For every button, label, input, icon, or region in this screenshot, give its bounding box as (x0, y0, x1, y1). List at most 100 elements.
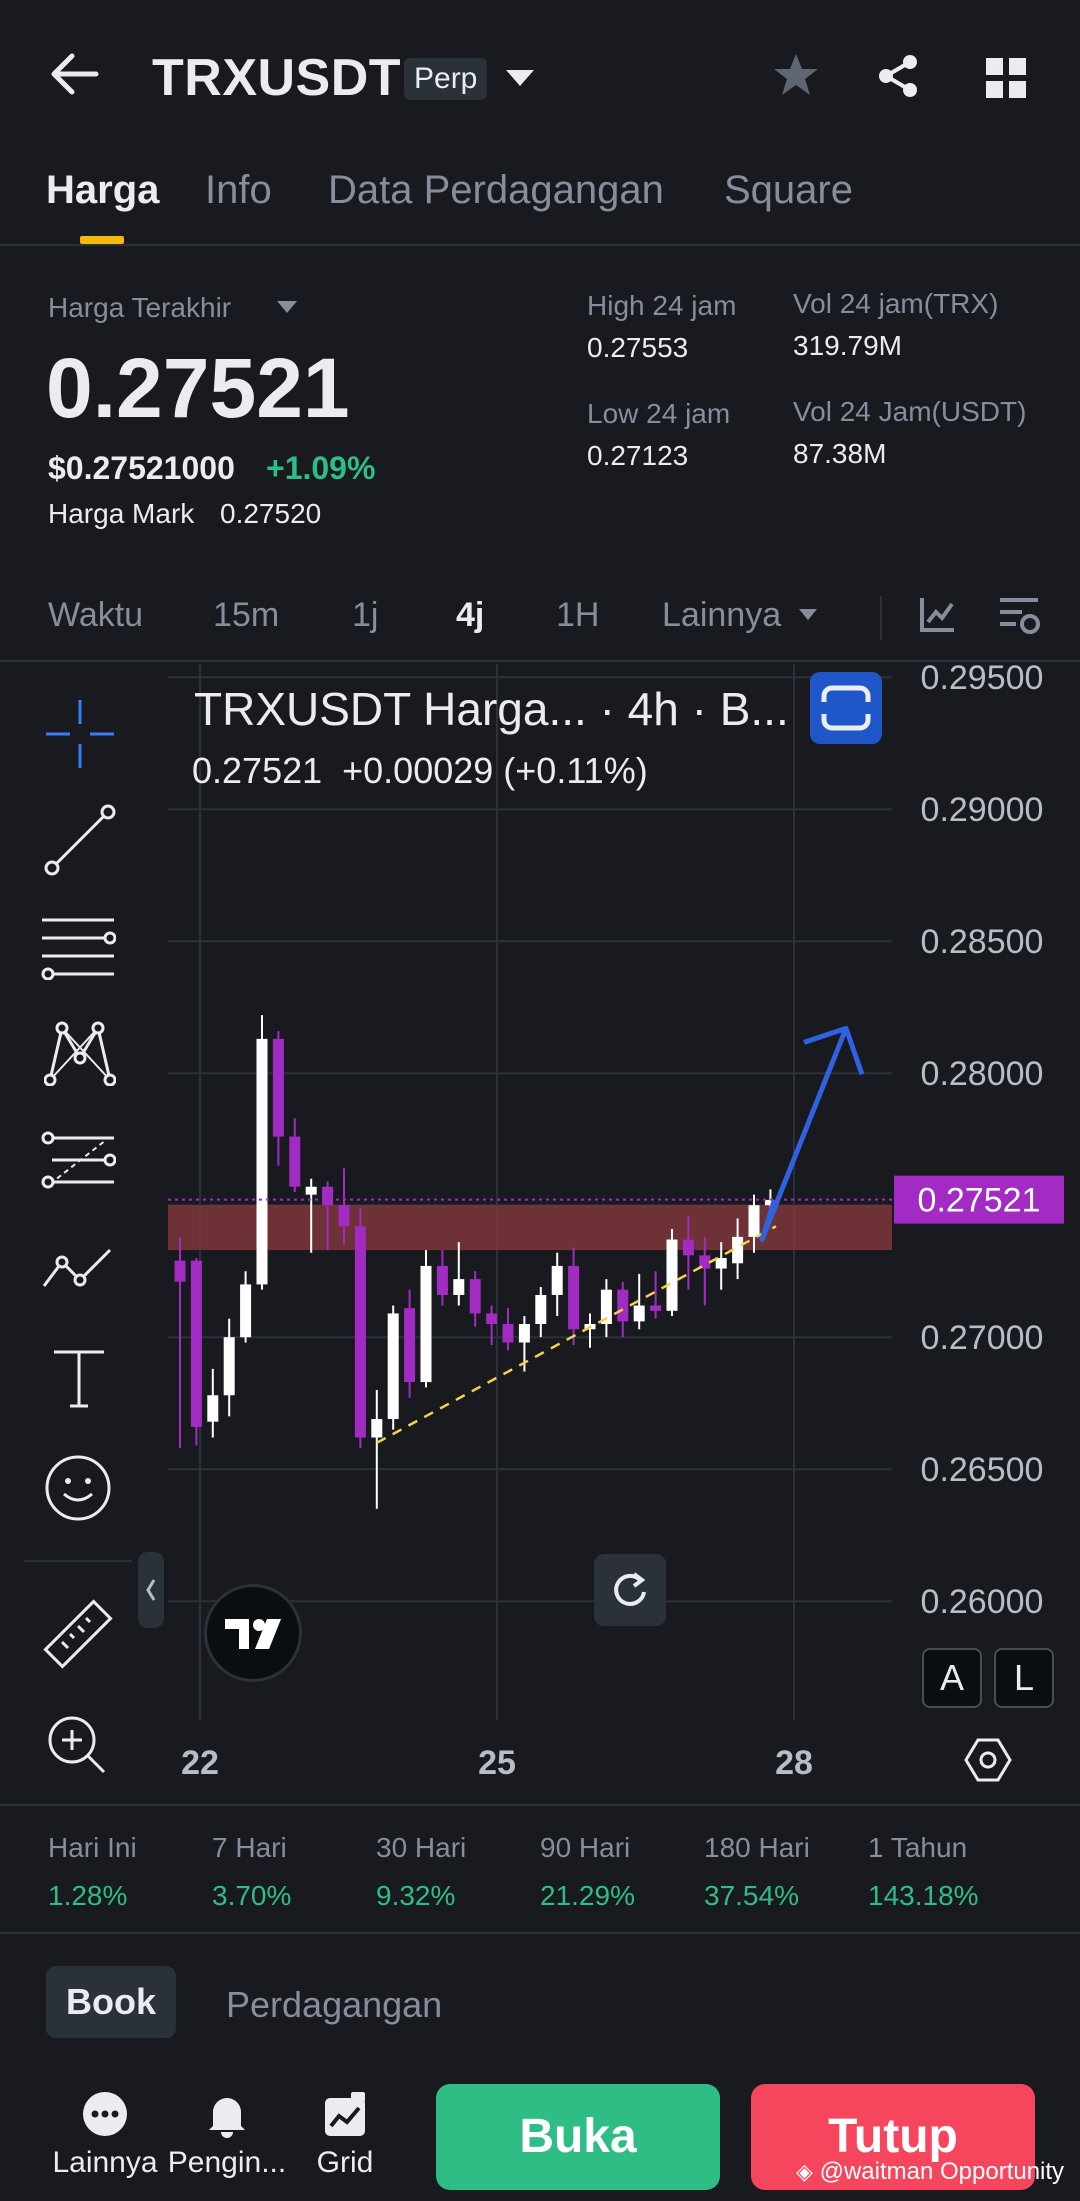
candle-body-32 (699, 1255, 711, 1269)
reset-chart-button[interactable] (594, 1554, 666, 1626)
candle-body-21 (518, 1324, 530, 1343)
zoom-in-icon[interactable] (46, 1714, 108, 1776)
candle-body-11 (354, 1226, 366, 1438)
price-chart[interactable]: 0.29500 0.29000 0.28500 0.28000 0.27000 0.265… (156, 664, 1080, 1804)
indicator-icon[interactable] (918, 594, 958, 634)
candle-body-20 (502, 1324, 514, 1343)
candle-body-17 (453, 1279, 465, 1295)
main-tabs: Harga Info Data Perdagangan Square (0, 160, 1080, 246)
x-tick-label-2: 28 (775, 1744, 813, 1782)
candle-body-30 (666, 1239, 678, 1311)
chevron-down-icon[interactable] (504, 68, 536, 88)
mark-price-label: Harga Mark (48, 498, 195, 529)
chart-area[interactable]: 0.29500 0.29000 0.28500 0.28000 0.27000 0.265… (156, 664, 1080, 1804)
timeframe-1h[interactable]: 1H (556, 596, 600, 634)
candle-body-12 (371, 1419, 383, 1438)
candle-body-1 (190, 1260, 202, 1427)
log-scale-button[interactable]: L (994, 1648, 1054, 1708)
candle-body-28 (633, 1305, 645, 1322)
candle-body-27 (617, 1289, 629, 1322)
nav-more-label: Lainnya (52, 2146, 158, 2179)
timeframe-waktu[interactable]: Waktu (48, 596, 144, 634)
share-icon[interactable] (874, 52, 922, 100)
close-position-button[interactable]: Tutup (751, 2084, 1035, 2190)
open-position-button[interactable]: Buka (436, 2084, 720, 2190)
candle-body-5 (256, 1038, 268, 1285)
y-tick-label-1: 0.29000 (921, 791, 1044, 829)
tab-harga[interactable]: Harga (46, 168, 160, 212)
candle-body-4 (240, 1284, 252, 1338)
timeframe-bar: Waktu 15m 1j 4j 1H Lainnya (0, 580, 1080, 662)
price-change: +1.09% (266, 450, 376, 486)
drawing-toolbar (0, 664, 156, 1804)
trend-line-icon[interactable] (44, 804, 116, 876)
candle-body-35 (748, 1205, 760, 1237)
grid-icon[interactable] (984, 56, 1028, 100)
symbol-title[interactable]: TRXUSDT (152, 49, 402, 107)
perf-label-7d: 7 Hari (212, 1832, 287, 1863)
candle-body-2 (207, 1395, 219, 1422)
perf-label-1y: 1 Tahun (868, 1832, 968, 1863)
high-value: 0.27553 (587, 332, 689, 363)
y-tick-label-6: 0.26000 (921, 1583, 1044, 1621)
candle-body-18 (469, 1279, 481, 1314)
y-tick-label-4: 0.27000 (921, 1319, 1044, 1357)
timeframe-4j[interactable]: 4j (456, 596, 485, 634)
back-arrow-icon[interactable] (48, 52, 100, 96)
high-label: High 24 jam (587, 290, 737, 321)
perf-label-90d: 90 Hari (540, 1832, 631, 1863)
candle-body-16 (436, 1265, 448, 1295)
binance-logo-icon: ◈ (796, 2159, 813, 2184)
text-tool-icon[interactable] (50, 1348, 108, 1410)
perf-value-180d: 37.54% (704, 1880, 799, 1911)
fullscreen-button[interactable] (810, 672, 882, 744)
more-icon (81, 2090, 129, 2138)
caret-down-icon[interactable] (798, 608, 818, 621)
candle-body-9 (322, 1186, 334, 1206)
support-zone (168, 1205, 892, 1251)
tab-square[interactable]: Square (724, 168, 853, 212)
star-icon[interactable] (772, 52, 820, 98)
candle-body-34 (732, 1236, 744, 1264)
candle-body-33 (715, 1258, 727, 1269)
ruler-icon[interactable] (40, 1596, 116, 1672)
emoji-icon[interactable] (44, 1454, 112, 1522)
vol-trx-label: Vol 24 jam(TRX) (793, 288, 999, 319)
pattern-icon[interactable] (44, 1020, 116, 1086)
caret-down-icon[interactable] (276, 300, 298, 314)
trades-tab[interactable]: Perdagangan (226, 1984, 443, 2025)
timeframe-15m[interactable]: 15m (213, 596, 280, 634)
y-tick-label-0: 0.29500 (921, 664, 1044, 697)
x-tick-label-1: 25 (478, 1744, 516, 1782)
horizontal-lines-icon[interactable] (40, 916, 116, 980)
candle-body-6 (272, 1038, 284, 1137)
tab-info[interactable]: Info (205, 168, 272, 212)
auto-scale-button[interactable]: A (922, 1648, 982, 1708)
candle-body-29 (650, 1305, 662, 1311)
header: TRXUSDT Perp (0, 0, 1080, 150)
nav-more[interactable]: Lainnya (50, 2090, 160, 2180)
collapse-toolbar-button[interactable] (138, 1552, 164, 1628)
nav-alerts[interactable]: Pengin... (166, 2090, 288, 2180)
watermark: ◈ @waitman Opportunity (796, 2158, 1064, 2186)
perf-label-30d: 30 Hari (376, 1832, 467, 1863)
vol-trx-value: 319.79M (793, 330, 902, 361)
vol-usdt-value: 87.38M (793, 438, 887, 469)
path-icon[interactable] (40, 1242, 116, 1296)
last-price-label[interactable]: Harga Terakhir (48, 292, 232, 323)
perf-value-30d: 9.32% (376, 1880, 456, 1911)
crosshair-icon[interactable] (44, 698, 116, 770)
hexagon-settings-icon[interactable] (964, 1736, 1012, 1784)
divider (880, 596, 882, 640)
chart-settings-icon[interactable] (998, 594, 1044, 636)
candle-body-7 (289, 1136, 301, 1187)
projection-arrow (759, 1027, 849, 1243)
timeframe-1j[interactable]: 1j (352, 596, 379, 634)
tab-data-perdagangan[interactable]: Data Perdagangan (328, 168, 664, 212)
perf-value-7d: 3.70% (212, 1880, 292, 1911)
fib-retracement-icon[interactable] (40, 1130, 116, 1196)
book-tab[interactable]: Book (46, 1966, 176, 2038)
tab-indicator (80, 236, 124, 244)
timeframe-lainnya[interactable]: Lainnya (662, 596, 782, 634)
nav-grid[interactable]: Grid (298, 2090, 392, 2180)
